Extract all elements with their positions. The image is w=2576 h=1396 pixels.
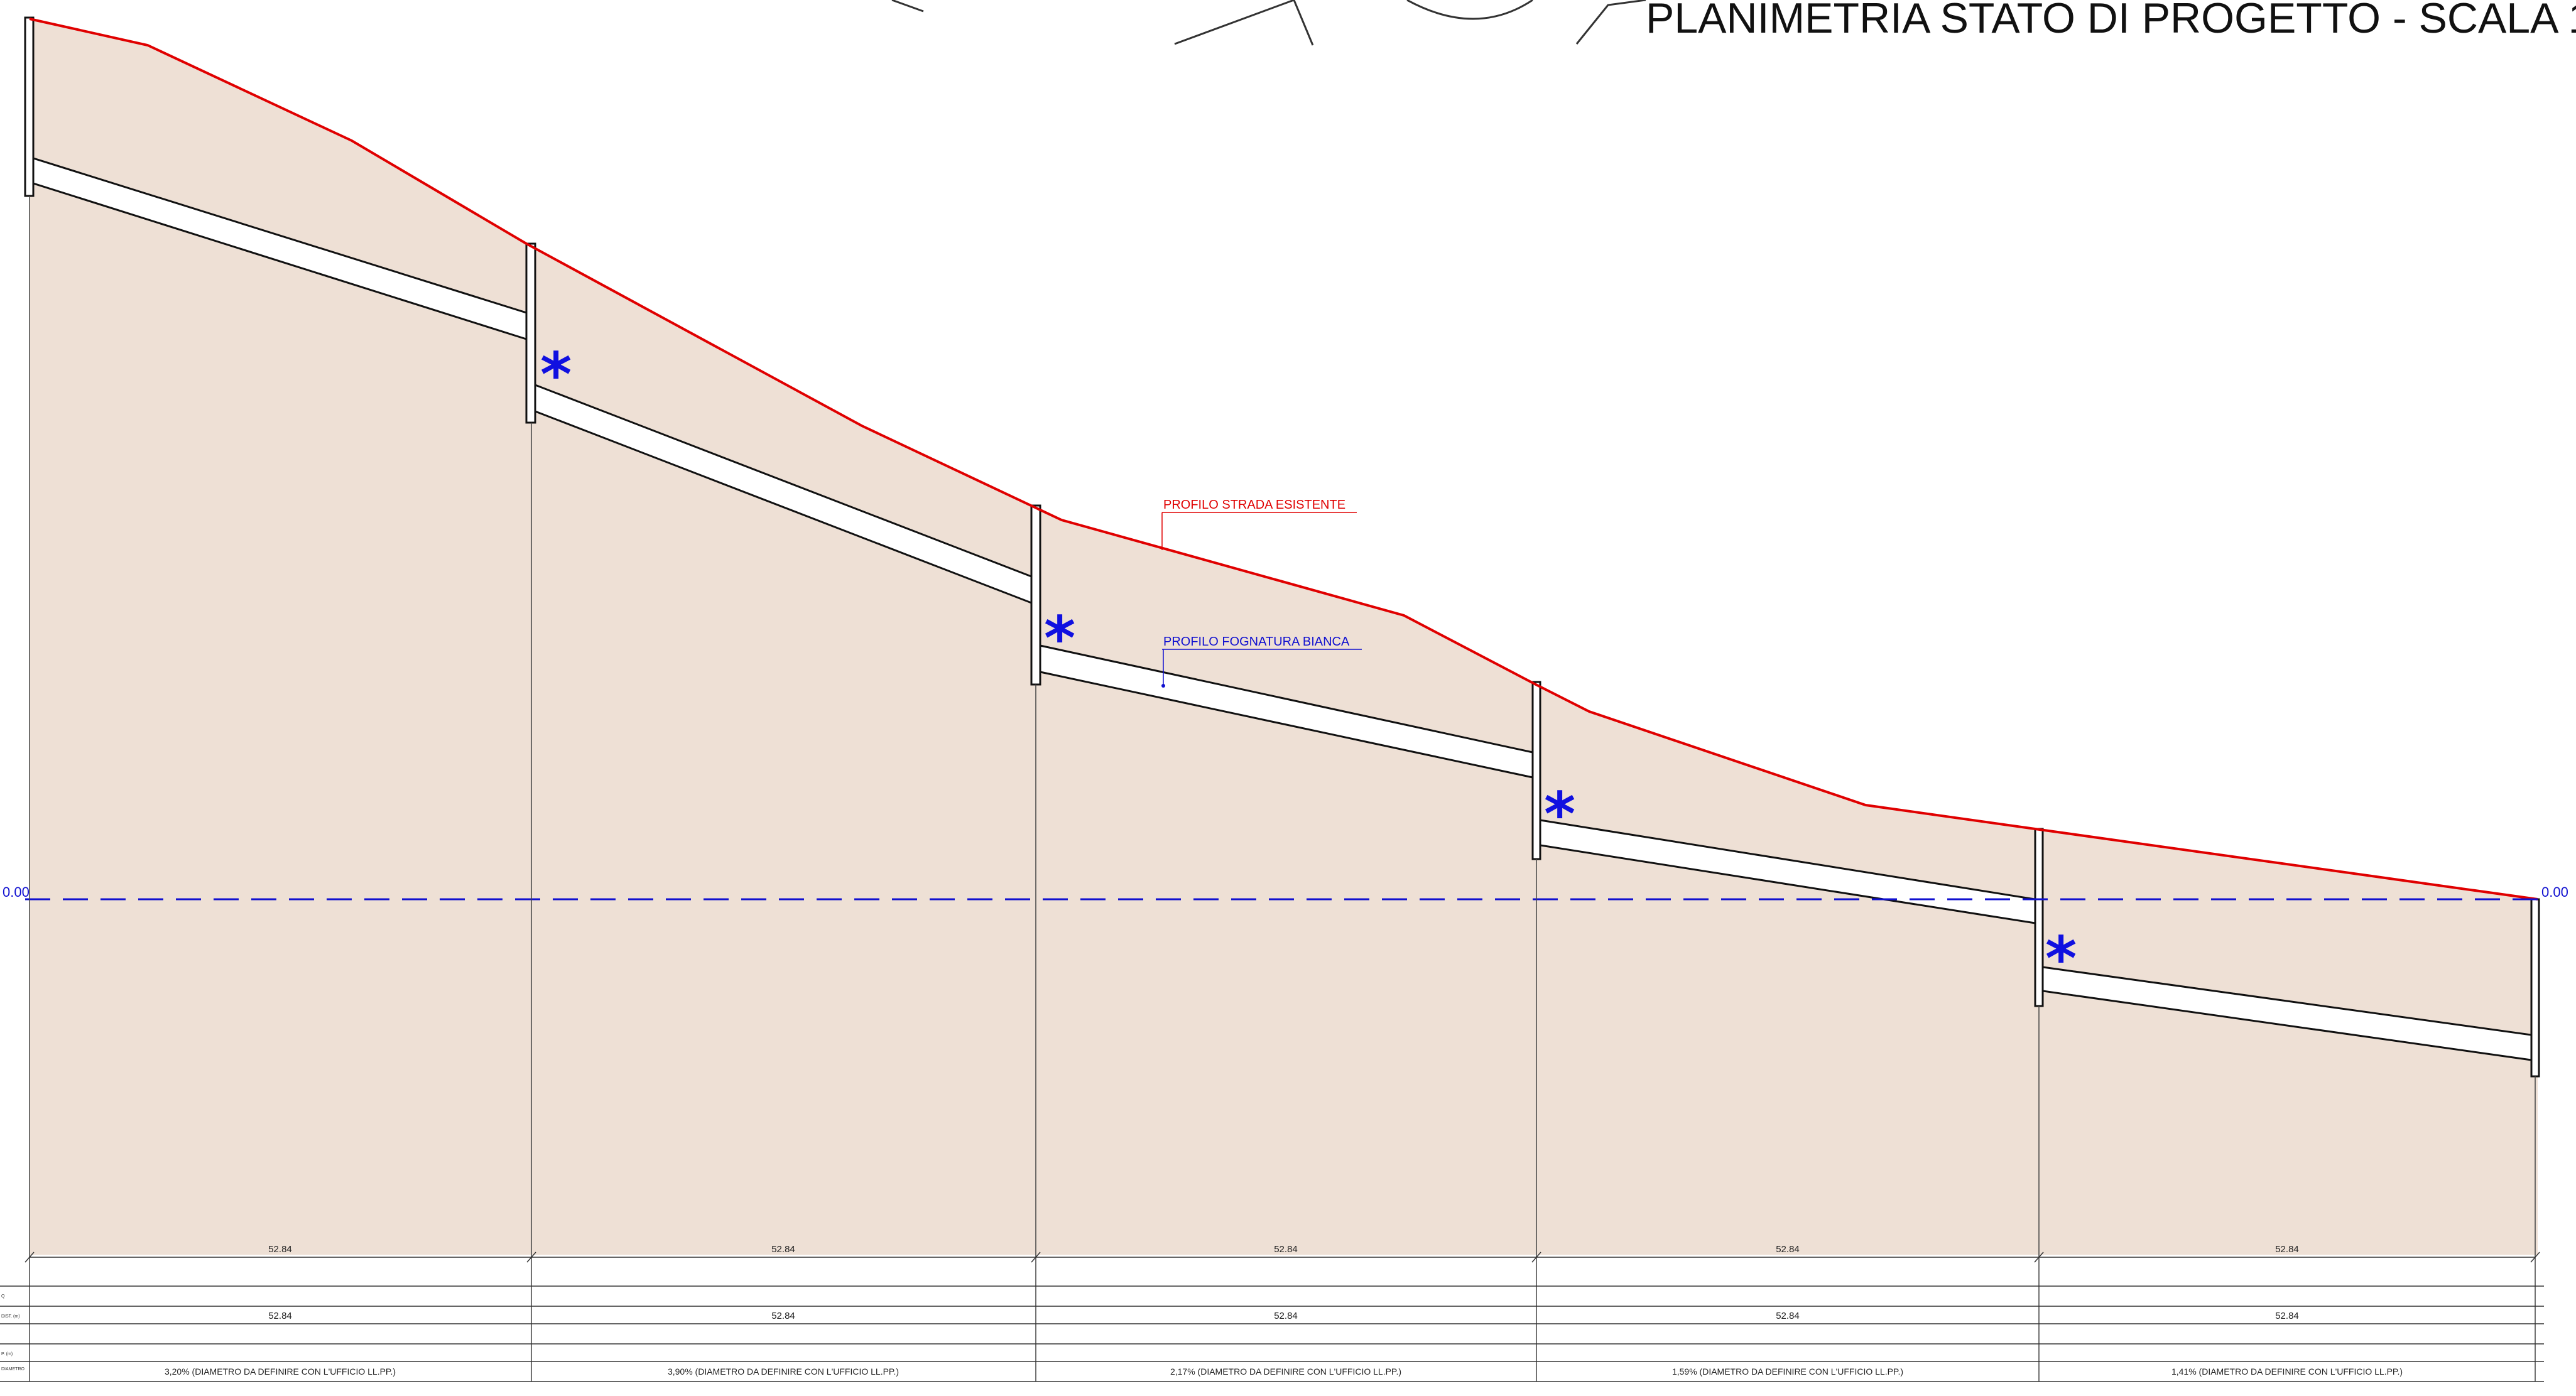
manhole-4 [1531,681,1541,860]
dimension-label-2: 52.84 [771,1244,795,1255]
dimension-label-4: 52.84 [1776,1244,1800,1255]
marker-1: * [540,340,572,410]
manhole-1 [24,16,35,197]
road-profile-label: PROFILO STRADA ESISTENTE [1163,498,1345,512]
table-row-labels: Q DIST. (m) P. (m) DIAMETRO [1,1294,25,1372]
marker-3: * [1544,779,1575,850]
row-label-quote: Q [1,1294,5,1299]
sewer-profile-annotation: PROFILO FOGNATURA BIANCA [1161,635,1362,688]
table-length-5: 52.84 [2275,1311,2299,1321]
row-label-depth: P. (m) [1,1352,13,1356]
manhole-5 [2034,828,2044,1007]
slope-label-3: 2,17% (DIAMETRO DA DEFINIRE CON L'UFFICI… [1170,1366,1401,1377]
sewer-profile-label: PROFILO FOGNATURA BIANCA [1163,635,1350,649]
dimension-label-3: 52.84 [1274,1244,1298,1255]
soil-fill [30,19,2538,1255]
row-label-diameter: DIAMETRO [1,1367,25,1372]
marker-2: * [1044,603,1075,674]
slope-label-5: 1,41% (DIAMETRO DA DEFINIRE CON L'UFFICI… [2171,1366,2403,1377]
dimension-line [24,1252,2540,1263]
profile-table [0,1285,2544,1382]
markers: * * * * [540,340,2077,994]
table-length-1: 52.84 [268,1311,292,1321]
drawing-title: PLANIMETRIA STATO DI PROGETTO - SCALA 1:… [1646,0,2576,42]
road-profile-annotation: PROFILO STRADA ESISTENTE [1161,498,1357,550]
manhole-2 [525,242,536,424]
plan-fragment [891,0,1646,46]
manholes [24,16,2540,1078]
manhole-6 [2530,898,2540,1078]
table-length-4: 52.84 [1776,1311,1800,1321]
dimension-label-5: 52.84 [2275,1244,2299,1255]
datum-label-right: 0.00 [2541,884,2568,900]
manhole-3 [1030,504,1041,686]
datum-label-left: 0.00 [3,884,30,900]
slope-label-1: 3,20% (DIAMETRO DA DEFINIRE CON L'UFFICI… [165,1366,396,1377]
section-lines [29,196,2536,1382]
row-label-distances: DIST. (m) [1,1314,20,1319]
slope-label-4: 1,59% (DIAMETRO DA DEFINIRE CON L'UFFICI… [1672,1366,1903,1377]
road-profile-line [29,18,2538,901]
table-length-2: 52.84 [771,1311,795,1321]
table-slope-row: 3,20% (DIAMETRO DA DEFINIRE CON L'UFFICI… [165,1366,2403,1377]
table-length-3: 52.84 [1274,1311,1298,1321]
table-length-row: 52.84 52.84 52.84 52.84 52.84 [268,1311,2299,1321]
dimension-label-1: 52.84 [268,1244,292,1255]
slope-label-2: 3,90% (DIAMETRO DA DEFINIRE CON L'UFFICI… [668,1366,899,1377]
dimension-labels: 52.84 52.84 52.84 52.84 52.84 [268,1244,2299,1255]
marker-4: * [2045,924,2077,994]
